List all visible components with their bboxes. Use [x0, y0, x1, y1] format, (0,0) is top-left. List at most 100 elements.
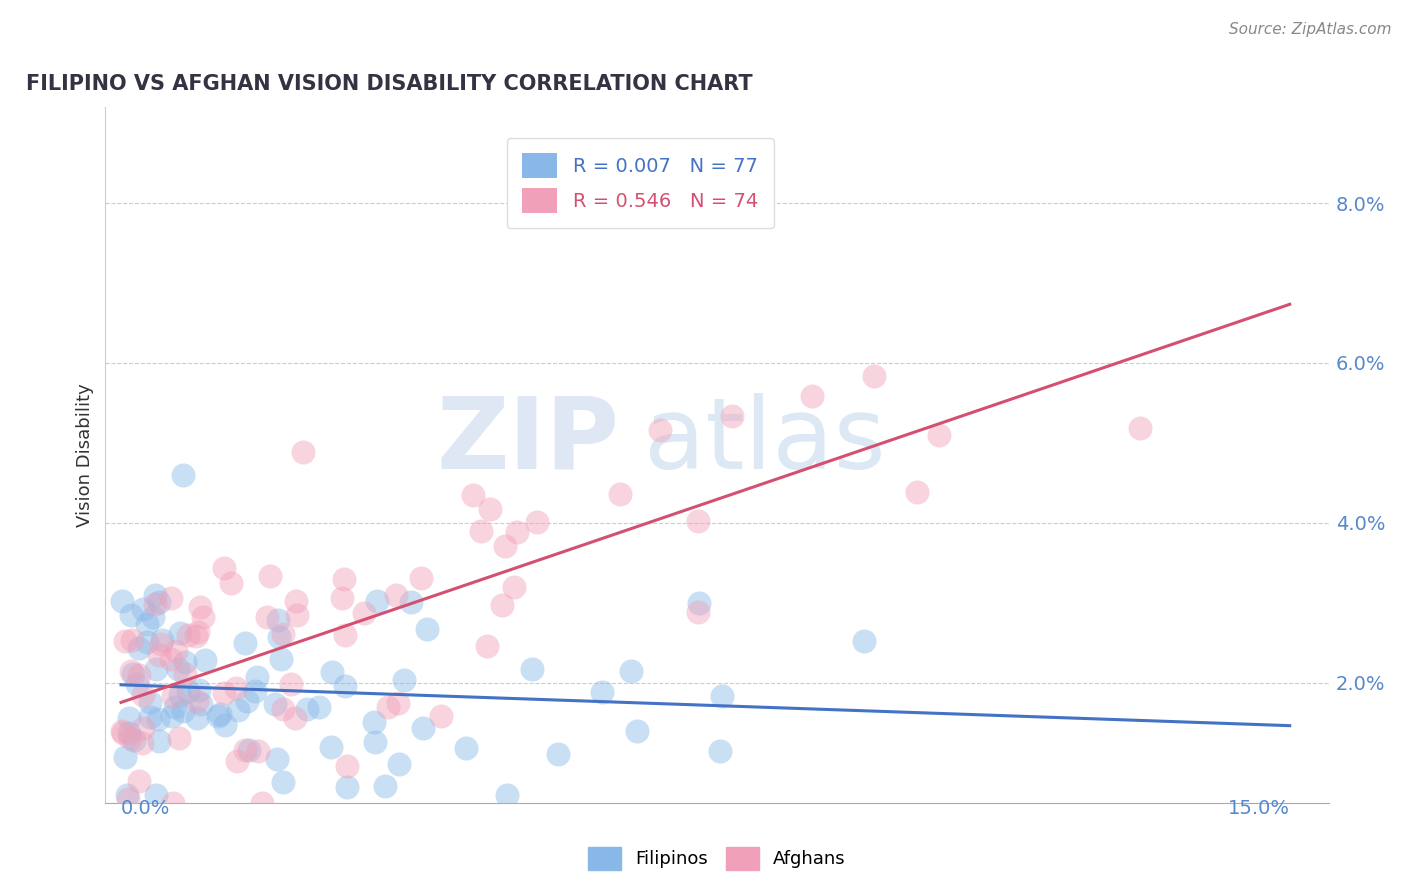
Point — [124, 733, 146, 747]
Point — [209, 707, 232, 722]
Legend: Filipinos, Afghans: Filipinos, Afghans — [581, 839, 853, 877]
Point — [225, 754, 247, 768]
Point — [214, 561, 236, 575]
Point — [308, 700, 330, 714]
Point — [609, 486, 631, 500]
Point — [111, 725, 134, 739]
Point — [259, 569, 281, 583]
Point — [236, 694, 259, 708]
Point — [173, 667, 195, 681]
Point — [246, 670, 269, 684]
Point — [496, 788, 519, 802]
Point — [114, 750, 136, 764]
Point — [233, 636, 256, 650]
Point — [280, 676, 302, 690]
Point — [801, 389, 824, 403]
Point — [214, 718, 236, 732]
Point — [384, 588, 406, 602]
Text: 0.0%: 0.0% — [121, 799, 170, 818]
Text: atlas: atlas — [644, 392, 886, 490]
Point — [243, 684, 266, 698]
Point — [412, 721, 434, 735]
Point — [219, 575, 242, 590]
Point — [118, 726, 141, 740]
Point — [214, 686, 236, 700]
Point — [145, 788, 167, 802]
Point — [148, 712, 170, 726]
Point — [506, 525, 529, 540]
Point — [336, 780, 359, 795]
Point — [142, 609, 165, 624]
Point — [394, 673, 416, 687]
Point — [111, 723, 134, 738]
Point — [470, 524, 492, 539]
Point — [284, 711, 307, 725]
Point — [321, 740, 343, 755]
Point — [117, 792, 139, 806]
Point — [285, 607, 308, 622]
Point — [377, 699, 399, 714]
Point — [271, 702, 294, 716]
Point — [172, 468, 194, 483]
Point — [148, 595, 170, 609]
Point — [186, 629, 208, 643]
Point — [148, 648, 170, 662]
Point — [270, 652, 292, 666]
Point — [177, 628, 200, 642]
Point — [191, 610, 214, 624]
Point — [267, 631, 290, 645]
Point — [475, 639, 498, 653]
Point — [330, 591, 353, 605]
Text: ZIP: ZIP — [436, 392, 619, 490]
Point — [547, 747, 569, 762]
Text: Source: ZipAtlas.com: Source: ZipAtlas.com — [1229, 22, 1392, 37]
Point — [256, 610, 278, 624]
Point — [271, 774, 294, 789]
Point — [172, 704, 194, 718]
Point — [688, 596, 710, 610]
Point — [333, 679, 356, 693]
Point — [709, 744, 731, 758]
Point — [291, 445, 314, 459]
Point — [194, 653, 217, 667]
Point — [121, 667, 143, 681]
Point — [143, 597, 166, 611]
Point — [321, 665, 343, 679]
Point — [266, 614, 288, 628]
Point — [363, 735, 385, 749]
Point — [246, 744, 269, 758]
Point — [409, 571, 432, 585]
Point — [188, 682, 211, 697]
Point — [353, 606, 375, 620]
Point — [177, 683, 200, 698]
Point — [686, 514, 709, 528]
Point — [273, 626, 295, 640]
Point — [115, 788, 138, 802]
Point — [121, 632, 143, 647]
Point — [430, 709, 453, 723]
Point — [454, 741, 477, 756]
Point — [165, 644, 187, 658]
Point — [928, 428, 950, 442]
Point — [160, 652, 183, 666]
Text: 15.0%: 15.0% — [1227, 799, 1289, 818]
Point — [852, 634, 875, 648]
Point — [233, 743, 256, 757]
Point — [905, 485, 928, 500]
Point — [591, 685, 613, 699]
Point — [169, 688, 191, 702]
Point — [648, 424, 671, 438]
Point — [207, 709, 229, 723]
Point — [136, 634, 159, 648]
Point — [252, 796, 274, 810]
Point — [165, 700, 187, 714]
Point — [285, 593, 308, 607]
Point — [333, 627, 356, 641]
Point — [387, 696, 409, 710]
Point — [187, 625, 209, 640]
Point — [710, 689, 733, 703]
Point — [190, 697, 212, 711]
Point — [461, 488, 484, 502]
Point — [333, 572, 356, 586]
Point — [226, 702, 249, 716]
